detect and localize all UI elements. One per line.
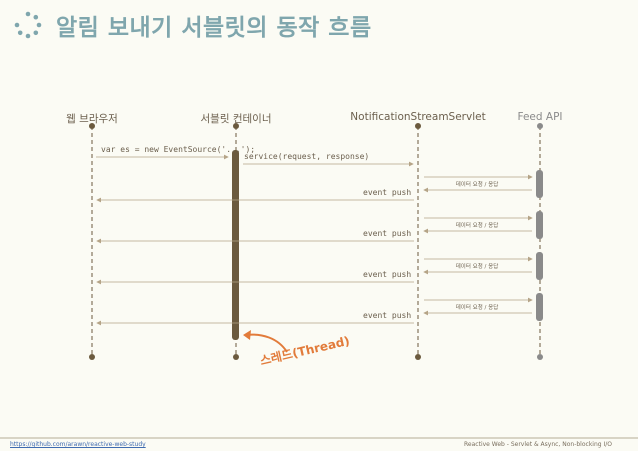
feed-activation-1 <box>536 170 543 198</box>
lane-container: 서블릿 컨테이너 <box>200 113 272 125</box>
page-title: 알림 보내기 서블릿의 동작 흐름 <box>56 15 372 41</box>
data-request-label-4: 데이터 요청 / 응답 <box>455 305 499 311</box>
title-bar: 알림 보내기 서블릿의 동작 흐름 <box>14 8 372 42</box>
lane-feed-api: Feed API <box>517 111 563 123</box>
container-activation <box>232 150 239 340</box>
loading-dots-icon <box>14 11 42 39</box>
container-bottom-dot <box>233 354 239 360</box>
feed-activation-2 <box>536 211 543 239</box>
service-label: service(request, response) <box>244 152 370 161</box>
lane-servlet: NotificationStreamServlet <box>350 111 486 123</box>
event-source-label: var es = new EventSource('...'); <box>101 145 256 154</box>
footer-divider <box>0 437 638 439</box>
event-push-label-3: event push <box>363 270 412 279</box>
container-top-dot <box>233 123 239 129</box>
feed-activation-4 <box>536 293 543 321</box>
event-push-label-2: event push <box>363 229 412 238</box>
data-request-label-3: 데이터 요청 / 응답 <box>455 264 499 270</box>
browser-top-dot <box>89 123 95 129</box>
data-request-label-2: 데이터 요청 / 응답 <box>455 223 499 229</box>
browser-bottom-dot <box>89 354 95 360</box>
lane-browser: 웹 브라우저 <box>66 113 118 125</box>
event-push-label-4: event push <box>363 311 412 320</box>
footer-caption: Reactive Web - Servlet & Async, Non-bloc… <box>464 441 612 448</box>
event-push-label-1: event push <box>363 188 412 197</box>
servlet-top-dot <box>415 123 421 129</box>
data-request-label-1: 데이터 요청 / 응답 <box>455 182 499 188</box>
servlet-bottom-dot <box>415 354 421 360</box>
footer-link[interactable]: https://github.com/arawn/reactive-web-st… <box>10 441 146 448</box>
feed-activation-3 <box>536 252 543 280</box>
feed-top-dot <box>537 123 543 129</box>
feed-bottom-dot <box>537 354 543 360</box>
thread-arrowhead <box>243 330 251 340</box>
